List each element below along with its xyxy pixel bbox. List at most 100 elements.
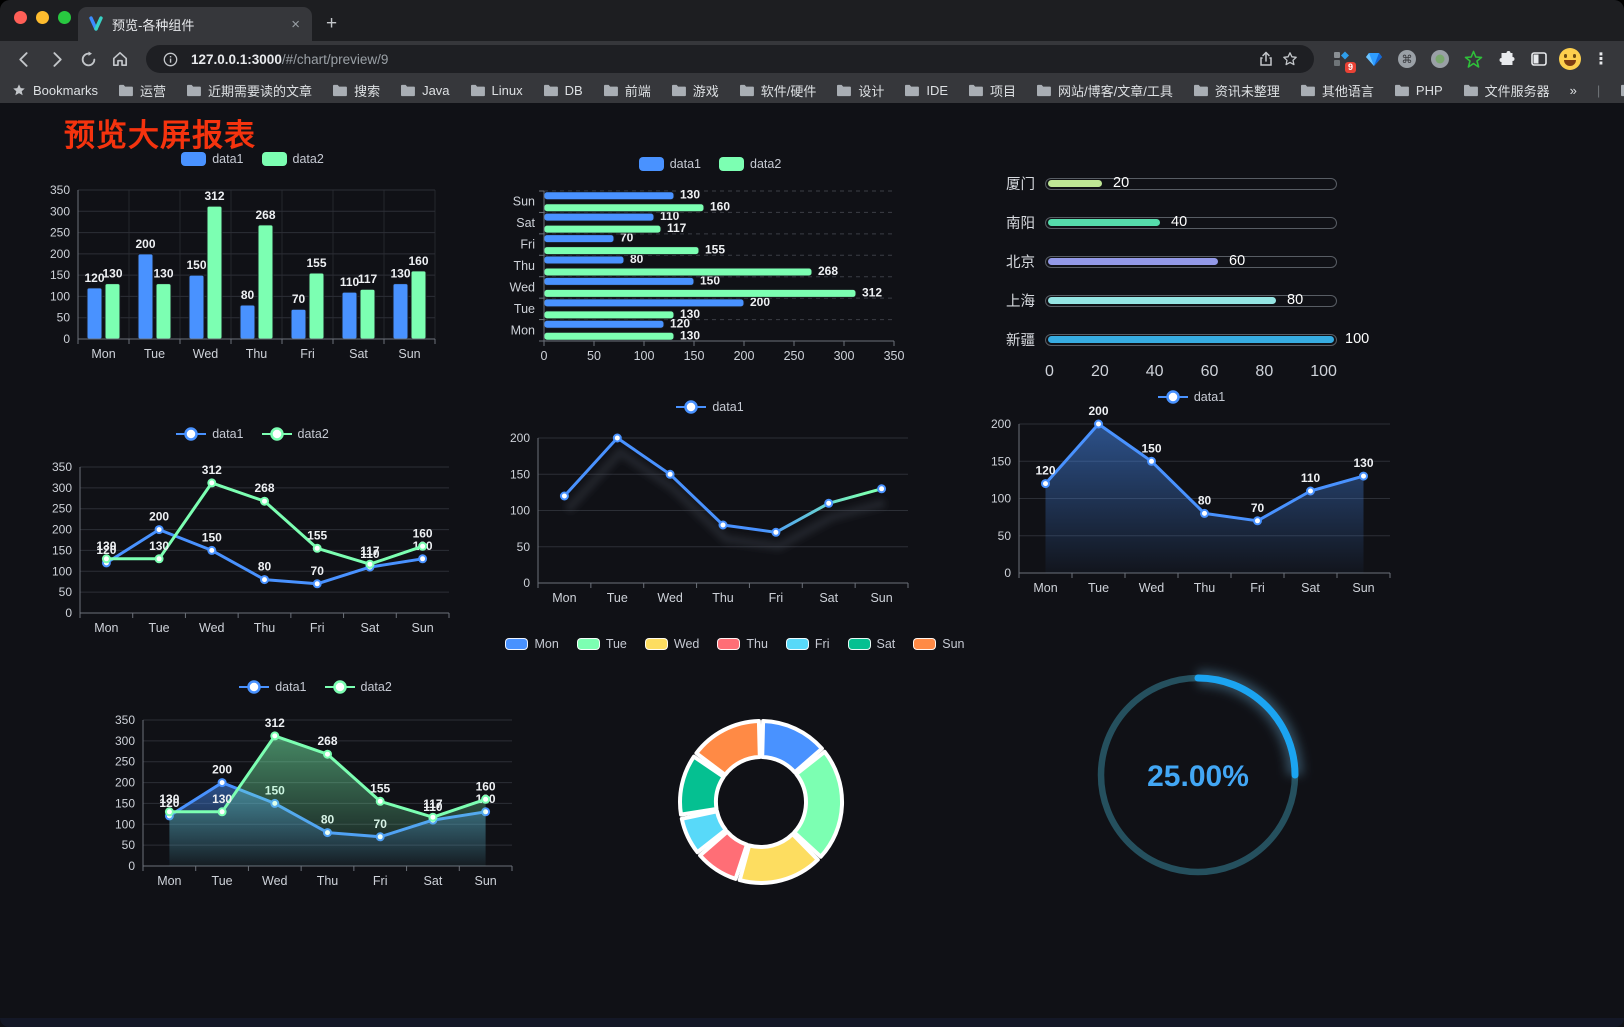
minimize-window-button[interactable]: [36, 11, 49, 24]
legend-item[interactable]: Mon: [505, 637, 559, 651]
svg-text:268: 268: [317, 734, 337, 748]
profile-avatar[interactable]: [1559, 48, 1581, 70]
axis-tick-label: 40: [1145, 363, 1164, 380]
svg-text:250: 250: [50, 226, 70, 240]
svg-text:50: 50: [122, 838, 136, 852]
progress-label: 北京: [1006, 255, 1035, 271]
svg-text:Tue: Tue: [212, 874, 233, 888]
svg-text:Fri: Fri: [520, 238, 535, 252]
tab-title: 预览-各种组件: [112, 17, 195, 33]
forward-button[interactable]: [42, 45, 70, 73]
legend-item[interactable]: data1: [1157, 390, 1225, 404]
tab-strip: 预览-各种组件 × +: [0, 0, 1624, 41]
svg-text:268: 268: [818, 264, 838, 278]
bookmark-folder[interactable]: 搜索: [332, 81, 380, 100]
share-icon[interactable]: [1254, 51, 1278, 67]
svg-text:0: 0: [128, 859, 135, 873]
bookmark-folder[interactable]: 设计: [836, 81, 884, 100]
close-window-button[interactable]: [14, 11, 27, 24]
svg-text:120: 120: [84, 271, 104, 285]
pie-slice-fri[interactable]: [679, 809, 728, 855]
legend-item[interactable]: data1: [181, 152, 244, 166]
bookmark-folder[interactable]: 网站/博客/文章/工具: [1036, 81, 1173, 100]
pie-slice-tue[interactable]: [792, 749, 844, 859]
legend-item[interactable]: Sun: [913, 637, 965, 651]
pie-slice-mon[interactable]: [760, 719, 824, 775]
legend-swatch: [576, 638, 600, 650]
bookmark-folder[interactable]: 前端: [603, 81, 651, 100]
legend-item[interactable]: data2: [261, 427, 329, 441]
axis-tick-label: 80: [1255, 363, 1274, 380]
bookmark-folder[interactable]: 资讯未整理: [1193, 81, 1280, 100]
bookmark-folder[interactable]: IDE: [904, 83, 948, 98]
pie-slice-thu[interactable]: [698, 829, 749, 881]
bookmark-folder[interactable]: DB: [543, 83, 583, 98]
chart-area-two-series: data1 data2 0 50 100 150 200 250 300 350 Mon Tue Wed…: [103, 678, 528, 896]
side-panel-icon[interactable]: [1526, 46, 1552, 72]
bookmark-folder[interactable]: 软件/硬件: [739, 81, 816, 100]
progress-label: 上海: [1006, 294, 1035, 310]
new-tab-button[interactable]: +: [326, 13, 338, 34]
ring-progress: [1194, 674, 1299, 779]
bookmark-folder[interactable]: PHP: [1394, 83, 1443, 98]
extension-gem-icon[interactable]: [1361, 46, 1387, 72]
legend-swatch: [785, 638, 809, 650]
svg-text:50: 50: [57, 311, 71, 325]
menu-icon[interactable]: ⋮: [1593, 51, 1609, 68]
legend-item[interactable]: Sat: [847, 637, 895, 651]
bookmark-folder[interactable]: 运营: [118, 81, 166, 100]
pie-slice-sun[interactable]: [694, 719, 762, 777]
address-bar[interactable]: 127.0.0.1:3000/#/chart/preview/9: [146, 45, 1314, 73]
bookmark-folder[interactable]: 文件服务器: [1463, 81, 1550, 100]
bookmark-folder[interactable]: 近期需要读的文章: [186, 81, 312, 100]
bookmark-folder[interactable]: Linux: [470, 83, 523, 98]
extension-command-icon[interactable]: ⌘: [1394, 46, 1420, 72]
extension-recorder-icon[interactable]: [1427, 46, 1453, 72]
svg-text:Wed: Wed: [193, 347, 219, 361]
svg-text:160: 160: [710, 200, 730, 214]
legend-item[interactable]: data2: [719, 157, 781, 171]
url-text: 127.0.0.1:3000/#/chart/preview/9: [191, 52, 1254, 67]
maximize-window-button[interactable]: [58, 11, 71, 24]
legend-item[interactable]: Tue: [576, 637, 627, 651]
browser-tab[interactable]: 预览-各种组件 ×: [78, 7, 312, 41]
legend-item[interactable]: data2: [324, 680, 392, 694]
extension-star-icon[interactable]: [1460, 46, 1486, 72]
progress-fill: [1048, 219, 1160, 226]
legend-item[interactable]: data1: [176, 427, 244, 441]
bookmark-folder[interactable]: Java: [400, 83, 450, 98]
svg-text:Mon: Mon: [1033, 581, 1057, 595]
extension-grid-icon[interactable]: 9: [1328, 46, 1356, 73]
bookmark-star-icon[interactable]: [1278, 51, 1302, 67]
tab-close-icon[interactable]: ×: [291, 15, 300, 33]
svg-text:130: 130: [680, 307, 700, 321]
legend-item[interactable]: Wed: [644, 637, 699, 651]
extensions-puzzle-icon[interactable]: [1493, 46, 1519, 72]
site-info-icon[interactable]: [158, 52, 182, 67]
svg-text:Mon: Mon: [511, 323, 535, 337]
bookmark-folder[interactable]: 项目: [968, 81, 1016, 100]
reload-button[interactable]: [74, 45, 102, 73]
bookmark-folder[interactable]: 其他语言: [1300, 81, 1374, 100]
legend-item[interactable]: Thu: [717, 637, 768, 651]
pie-slice-sat[interactable]: [678, 754, 726, 817]
x-axis: 0 20 40 60 80 100: [1045, 363, 1337, 381]
back-button[interactable]: [10, 45, 38, 73]
svg-text:0: 0: [63, 332, 70, 346]
other-bookmarks-folder[interactable]: 其他书签: [1620, 81, 1624, 100]
svg-text:50: 50: [59, 585, 73, 599]
bookmarks-overflow-chevron[interactable]: »: [1569, 82, 1577, 98]
svg-text:Sun: Sun: [870, 591, 892, 605]
legend-item[interactable]: data1: [676, 400, 744, 414]
legend-item[interactable]: data1: [638, 157, 701, 171]
legend-item[interactable]: data1: [239, 680, 307, 694]
bookmark-folder[interactable]: 游戏: [671, 81, 719, 100]
home-button[interactable]: [106, 45, 134, 73]
bookmark-item-bookmarks[interactable]: Bookmarks: [12, 83, 98, 98]
legend-item[interactable]: data2: [261, 152, 324, 166]
progress-fill: [1048, 258, 1218, 265]
svg-text:80: 80: [630, 252, 644, 266]
pie-slice-wed[interactable]: [737, 832, 820, 885]
svg-text:Thu: Thu: [246, 347, 268, 361]
legend-item[interactable]: Fri: [785, 637, 830, 651]
